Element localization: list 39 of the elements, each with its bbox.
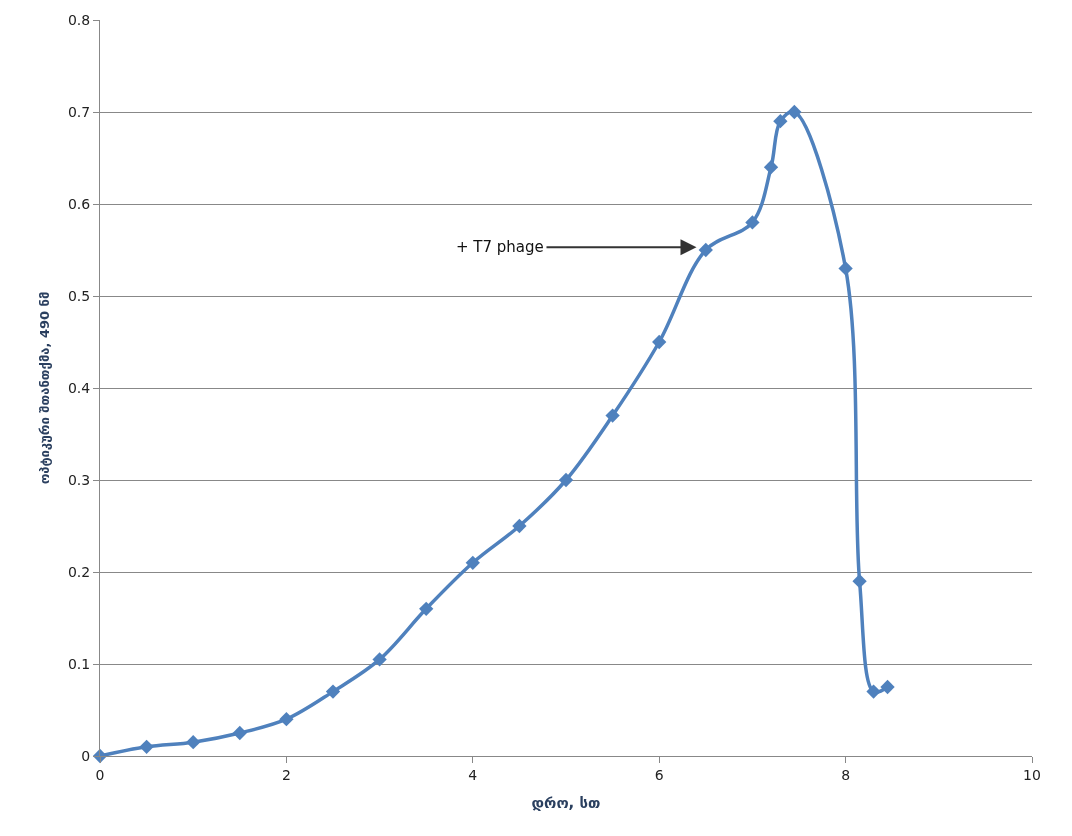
y-tick-label: 0 (81, 747, 91, 764)
point (419, 601, 434, 616)
x-tick-label: 2 (281, 766, 291, 783)
point (880, 679, 895, 695)
point (838, 261, 853, 276)
point (465, 555, 480, 570)
annotation: + T7 phage (456, 238, 544, 256)
y-tick-label: 0.7 (67, 103, 91, 120)
x-tick-label: 6 (654, 766, 664, 783)
point (866, 684, 881, 699)
point (279, 712, 294, 727)
x-axis-title: დრო, სთ (531, 793, 601, 812)
x-tick-label: 4 (468, 766, 478, 783)
point (605, 408, 620, 423)
point (512, 518, 527, 534)
point (763, 160, 779, 175)
point (745, 215, 760, 230)
point (558, 472, 574, 488)
y-tick-label: 0.1 (67, 655, 91, 672)
point (698, 242, 713, 258)
point (852, 574, 867, 589)
point (325, 684, 341, 699)
y-axis-title: ოპტიკური შთანთქმა, 490 ნმ (36, 291, 52, 485)
y-tick-label: 0.4 (67, 379, 91, 396)
y-tick-label: 0.2 (67, 563, 91, 580)
y-tick-label: 0.5 (67, 287, 91, 304)
point (787, 104, 802, 120)
point (139, 739, 154, 754)
x-tick-label: 8 (841, 766, 851, 783)
y-tick-label: 0.6 (67, 195, 91, 212)
point (186, 735, 201, 750)
y-tick-label: 0.8 (67, 11, 91, 28)
point (773, 114, 788, 129)
y-tick-label: 0.3 (67, 471, 91, 488)
x-tick-label: 0 (95, 766, 105, 783)
point (372, 652, 387, 667)
point (652, 334, 667, 350)
x-tick-label: 10 (1023, 766, 1041, 783)
point (232, 725, 247, 741)
